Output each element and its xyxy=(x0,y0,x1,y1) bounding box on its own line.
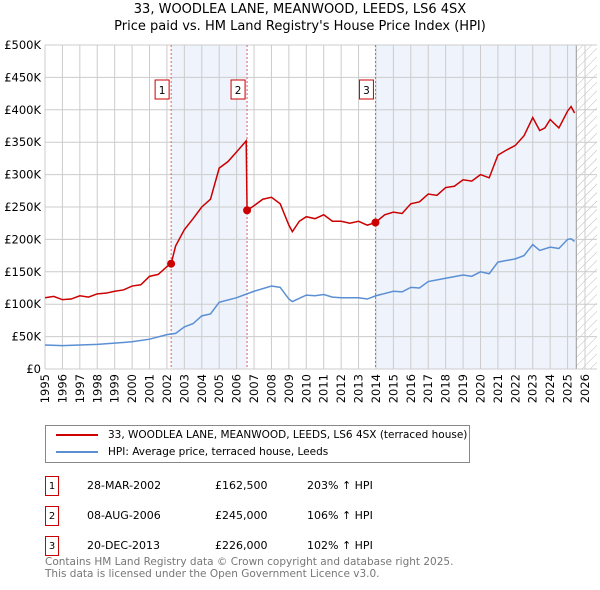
legend-swatch-hpi xyxy=(56,451,98,453)
sale-price: £162,500 xyxy=(215,479,268,492)
x-tick-label: 2023 xyxy=(526,374,540,403)
x-tick-label: 2000 xyxy=(125,374,139,403)
y-tick-label: £0 xyxy=(26,362,41,376)
legend-label-property: 33, WOODLEA LANE, MEANWOOD, LEEDS, LS6 4… xyxy=(108,429,468,441)
sale-number-badge: 1 xyxy=(45,476,59,496)
x-tick-label: 2002 xyxy=(160,374,174,403)
sale-marker-number: 1 xyxy=(159,85,166,97)
y-tick-label: £50K xyxy=(12,330,42,344)
x-tick-label: 2011 xyxy=(317,374,331,403)
y-tick-label: £250K xyxy=(4,200,41,214)
x-tick-label: 2025 xyxy=(561,374,575,403)
x-tick-label: 2016 xyxy=(404,374,418,403)
sale-marker-badge xyxy=(230,79,246,100)
x-tick-label: 2007 xyxy=(247,374,261,403)
x-tick-label: 1996 xyxy=(55,374,69,403)
footer-line-1: Contains HM Land Registry data © Crown c… xyxy=(45,556,454,568)
x-tick-label: 2006 xyxy=(230,374,244,403)
x-tick-label: 1995 xyxy=(38,374,52,403)
sale-marker-badge xyxy=(358,79,374,100)
sale-marker-badge xyxy=(154,79,170,100)
y-tick-label: £200K xyxy=(4,232,41,246)
y-tick-label: £150K xyxy=(4,265,41,279)
sale-row: 2 08-AUG-2006 £245,000 106% ↑ HPI xyxy=(45,506,373,526)
x-tick-label: 2013 xyxy=(352,374,366,403)
legend-label-hpi: HPI: Average price, terraced house, Leed… xyxy=(108,446,329,458)
x-tick-label: 1998 xyxy=(90,374,104,403)
x-tick-label: 2022 xyxy=(508,374,522,403)
sale-number-badge: 3 xyxy=(45,536,59,556)
x-tick-label: 2018 xyxy=(439,374,453,403)
legend: 33, WOODLEA LANE, MEANWOOD, LEEDS, LS6 4… xyxy=(45,425,470,463)
legend-swatch-property xyxy=(56,434,98,436)
x-tick-label: 2008 xyxy=(264,374,278,403)
y-tick-label: £400K xyxy=(4,103,41,117)
sale-date: 08-AUG-2006 xyxy=(87,509,161,522)
x-tick-label: 2003 xyxy=(177,374,191,403)
x-tick-label: 2004 xyxy=(195,374,209,403)
sale-hpi-change: 102% ↑ HPI xyxy=(307,539,373,552)
sale-marker-number: 3 xyxy=(363,85,370,97)
sale-marker-number: 2 xyxy=(235,85,242,97)
plot-area: 1995 1996 1997 1998 1999 2000 2001 2002 2003 2004… xyxy=(4,38,597,403)
sale-hpi-change: 203% ↑ HPI xyxy=(307,479,373,492)
x-tick-label: 1999 xyxy=(108,374,122,403)
series-line xyxy=(44,105,576,301)
x-tick-label: 2010 xyxy=(299,374,313,403)
x-tick-label: 2019 xyxy=(456,374,470,403)
chart-subtitle: Price paid vs. HM Land Registry's House … xyxy=(114,19,486,34)
y-tick-label: £500K xyxy=(4,38,41,52)
sale-price: £245,000 xyxy=(215,509,268,522)
x-tick-label: 2020 xyxy=(473,374,487,403)
x-tick-label: 2017 xyxy=(421,374,435,403)
sale-point xyxy=(243,206,252,215)
x-tick-label: 2024 xyxy=(543,374,557,403)
sale-row: 1 28-MAR-2002 £162,500 203% ↑ HPI xyxy=(45,476,373,496)
sale-point xyxy=(371,218,380,227)
x-tick-label: 2012 xyxy=(334,374,348,403)
sale-number-badge: 2 xyxy=(45,506,59,526)
sale-date: 20-DEC-2013 xyxy=(87,539,161,552)
x-tick-label: 2026 xyxy=(578,374,592,403)
footer: Contains HM Land Registry data © Crown c… xyxy=(45,556,453,580)
x-tick-label: 1997 xyxy=(73,374,87,403)
sale-row: 3 20-DEC-2013 £226,000 102% ↑ HPI xyxy=(45,536,373,556)
sale-price: £226,000 xyxy=(215,539,268,552)
y-tick-label: £450K xyxy=(4,70,41,84)
series-line xyxy=(44,237,575,347)
footer-line-2: This data is licensed under the Open Gov… xyxy=(45,568,380,580)
x-tick-label: 2009 xyxy=(282,374,296,403)
y-tick-label: £350K xyxy=(4,135,41,149)
sale-point xyxy=(167,259,176,268)
x-tick-label: 2001 xyxy=(143,374,157,403)
x-tick-label: 2014 xyxy=(369,374,383,403)
x-tick-label: 2015 xyxy=(386,374,400,403)
sale-date: 28-MAR-2002 xyxy=(87,479,162,492)
x-tick-label: 2021 xyxy=(491,374,505,403)
chart-title: 33, WOODLEA LANE, MEANWOOD, LEEDS, LS6 4… xyxy=(133,2,467,17)
x-tick-label: 2005 xyxy=(212,374,226,403)
y-tick-label: £300K xyxy=(4,168,41,182)
y-tick-label: £100K xyxy=(4,297,41,311)
sale-hpi-change: 106% ↑ HPI xyxy=(307,509,373,522)
